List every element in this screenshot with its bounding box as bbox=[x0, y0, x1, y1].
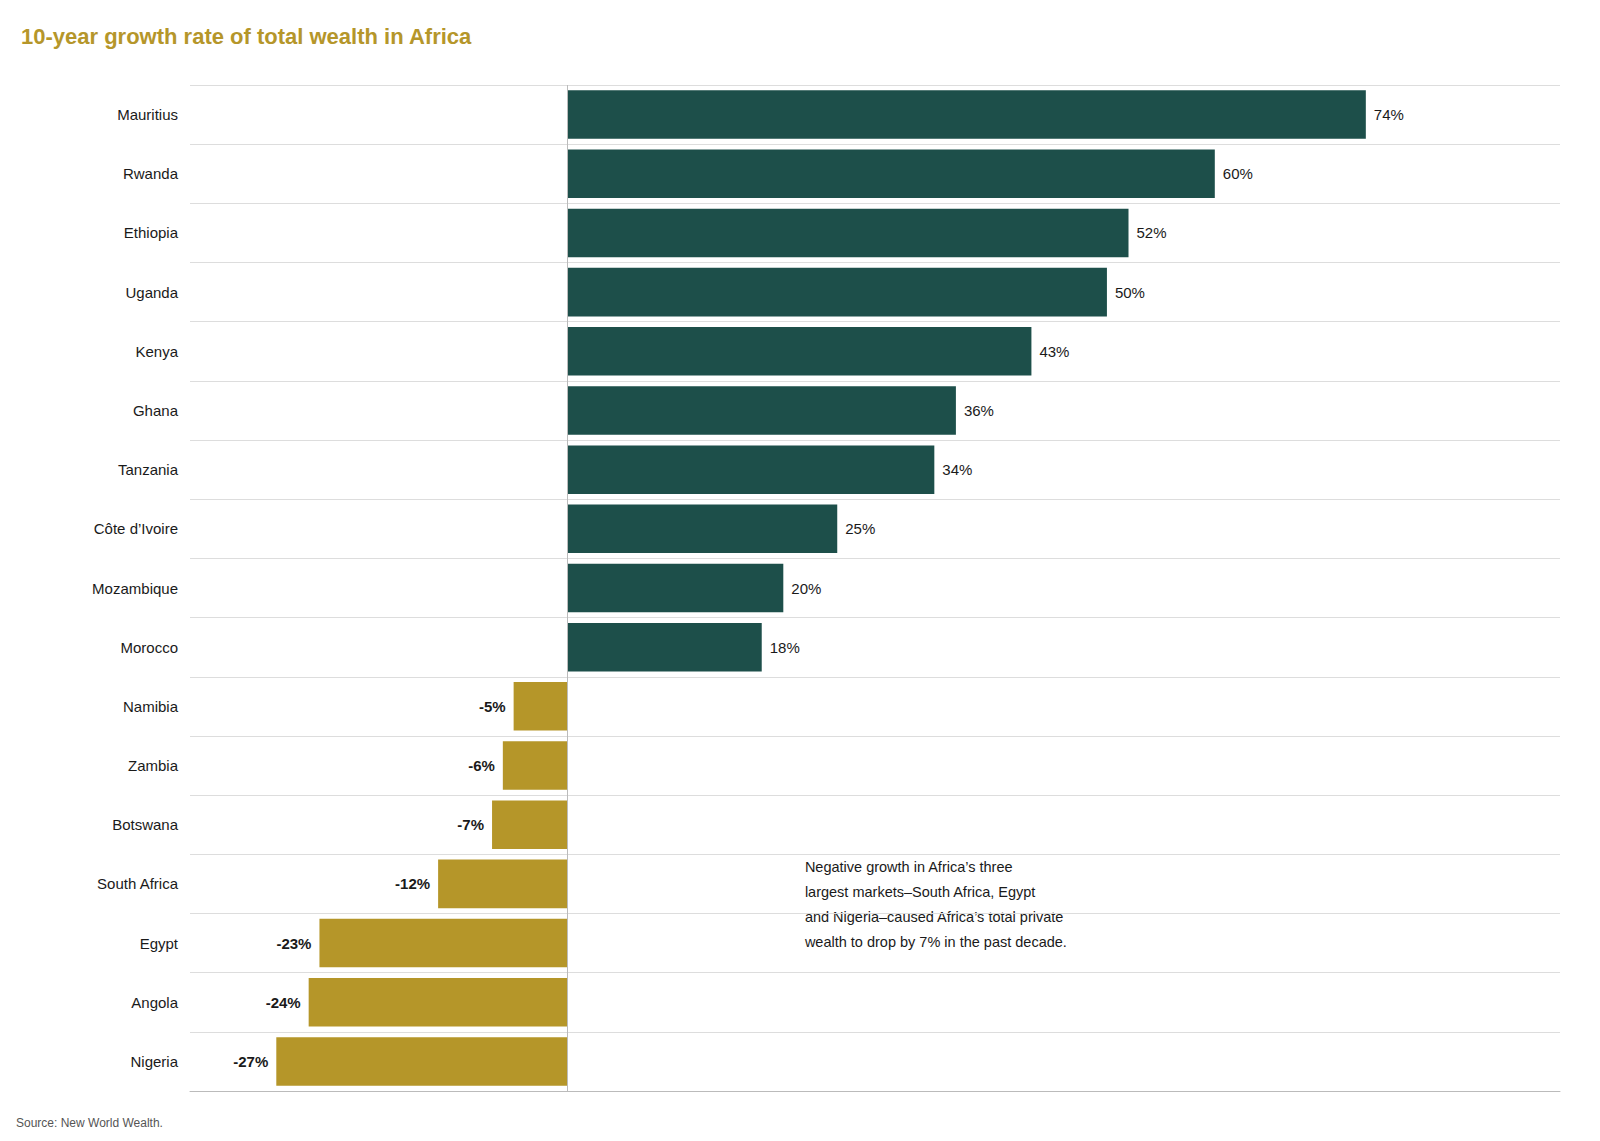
svg-text:-23%: -23% bbox=[276, 935, 311, 952]
svg-text:-24%: -24% bbox=[266, 994, 301, 1011]
svg-text:wealth to drop by 7% in the pa: wealth to drop by 7% in the past decade. bbox=[804, 934, 1067, 950]
svg-text:Namibia: Namibia bbox=[123, 698, 179, 715]
svg-text:largest markets–South Africa,: largest markets–South Africa, Egypt bbox=[805, 884, 1035, 900]
svg-text:Angola: Angola bbox=[131, 994, 178, 1011]
svg-text:18%: 18% bbox=[770, 639, 800, 656]
svg-text:Zambia: Zambia bbox=[128, 757, 179, 774]
svg-text:36%: 36% bbox=[964, 402, 994, 419]
svg-text:34%: 34% bbox=[942, 461, 972, 478]
svg-text:Tanzania: Tanzania bbox=[118, 461, 179, 478]
svg-text:Morocco: Morocco bbox=[120, 639, 178, 656]
svg-text:50%: 50% bbox=[1115, 284, 1145, 301]
svg-text:Egypt: Egypt bbox=[140, 935, 179, 952]
svg-text:Ghana: Ghana bbox=[133, 402, 179, 419]
svg-text:-6%: -6% bbox=[468, 757, 495, 774]
svg-text:52%: 52% bbox=[1137, 224, 1167, 241]
svg-text:Ethiopia: Ethiopia bbox=[124, 224, 179, 241]
svg-text:-27%: -27% bbox=[233, 1053, 268, 1070]
svg-text:South Africa: South Africa bbox=[97, 875, 179, 892]
svg-text:20%: 20% bbox=[791, 580, 821, 597]
svg-text:25%: 25% bbox=[845, 520, 875, 537]
svg-text:Nigeria: Nigeria bbox=[130, 1053, 178, 1070]
svg-text:Côte d’Ivoire: Côte d’Ivoire bbox=[94, 520, 178, 537]
svg-text:Negative growth in Africa’s th: Negative growth in Africa’s three bbox=[805, 859, 1013, 875]
svg-text:Source: New World Wealth.: Source: New World Wealth. bbox=[16, 1116, 163, 1130]
svg-text:Mauritius: Mauritius bbox=[117, 106, 178, 123]
svg-text:60%: 60% bbox=[1223, 165, 1253, 182]
svg-text:Uganda: Uganda bbox=[125, 284, 178, 301]
svg-text:10-year growth rate of total w: 10-year growth rate of total wealth in A… bbox=[21, 24, 472, 49]
svg-text:Mozambique: Mozambique bbox=[92, 580, 178, 597]
svg-text:Kenya: Kenya bbox=[135, 343, 178, 360]
svg-text:-5%: -5% bbox=[479, 698, 506, 715]
svg-text:-12%: -12% bbox=[395, 875, 430, 892]
svg-text:-7%: -7% bbox=[457, 816, 484, 833]
svg-text:43%: 43% bbox=[1039, 343, 1069, 360]
svg-text:Rwanda: Rwanda bbox=[123, 165, 179, 182]
svg-text:74%: 74% bbox=[1374, 106, 1404, 123]
svg-text:and Nigeria–caused Africa’s to: and Nigeria–caused Africa’s total privat… bbox=[805, 909, 1063, 925]
svg-text:Botswana: Botswana bbox=[112, 816, 179, 833]
